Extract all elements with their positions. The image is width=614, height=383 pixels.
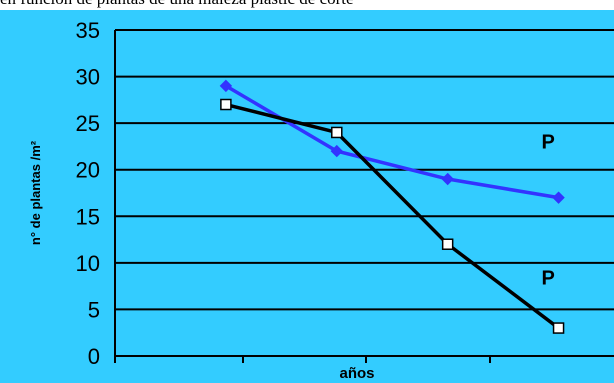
- series-line-1: [225, 102, 560, 330]
- y-tick-label: 20: [76, 158, 100, 183]
- y-tick-label: 35: [76, 18, 100, 43]
- series-1-point: [220, 98, 232, 111]
- series-0-point: [552, 191, 565, 204]
- annotation-label: P: [542, 131, 555, 153]
- series-1-point: [331, 126, 343, 139]
- y-tick-label: 10: [76, 251, 100, 276]
- top-caption-strip: en función de plantas de una maleza plas…: [0, 0, 614, 10]
- y-tick-label: 25: [76, 111, 100, 136]
- y-tick-label: 0: [88, 344, 100, 369]
- series-0-point: [330, 144, 343, 158]
- top-caption-text: en función de plantas de una maleza plas…: [0, 0, 354, 9]
- series-1-point: [441, 238, 454, 250]
- annotation-label: P: [542, 267, 555, 289]
- series-0-point: [219, 79, 233, 93]
- y-tick-label: 5: [88, 297, 100, 322]
- y-axis-label: n° de plantas /m²: [28, 140, 43, 245]
- series-1-point: [552, 322, 565, 334]
- y-tick-label: 30: [76, 65, 100, 90]
- x-axis-label: años: [339, 365, 374, 382]
- series-0-point: [441, 172, 454, 186]
- y-tick-label: 15: [76, 204, 100, 229]
